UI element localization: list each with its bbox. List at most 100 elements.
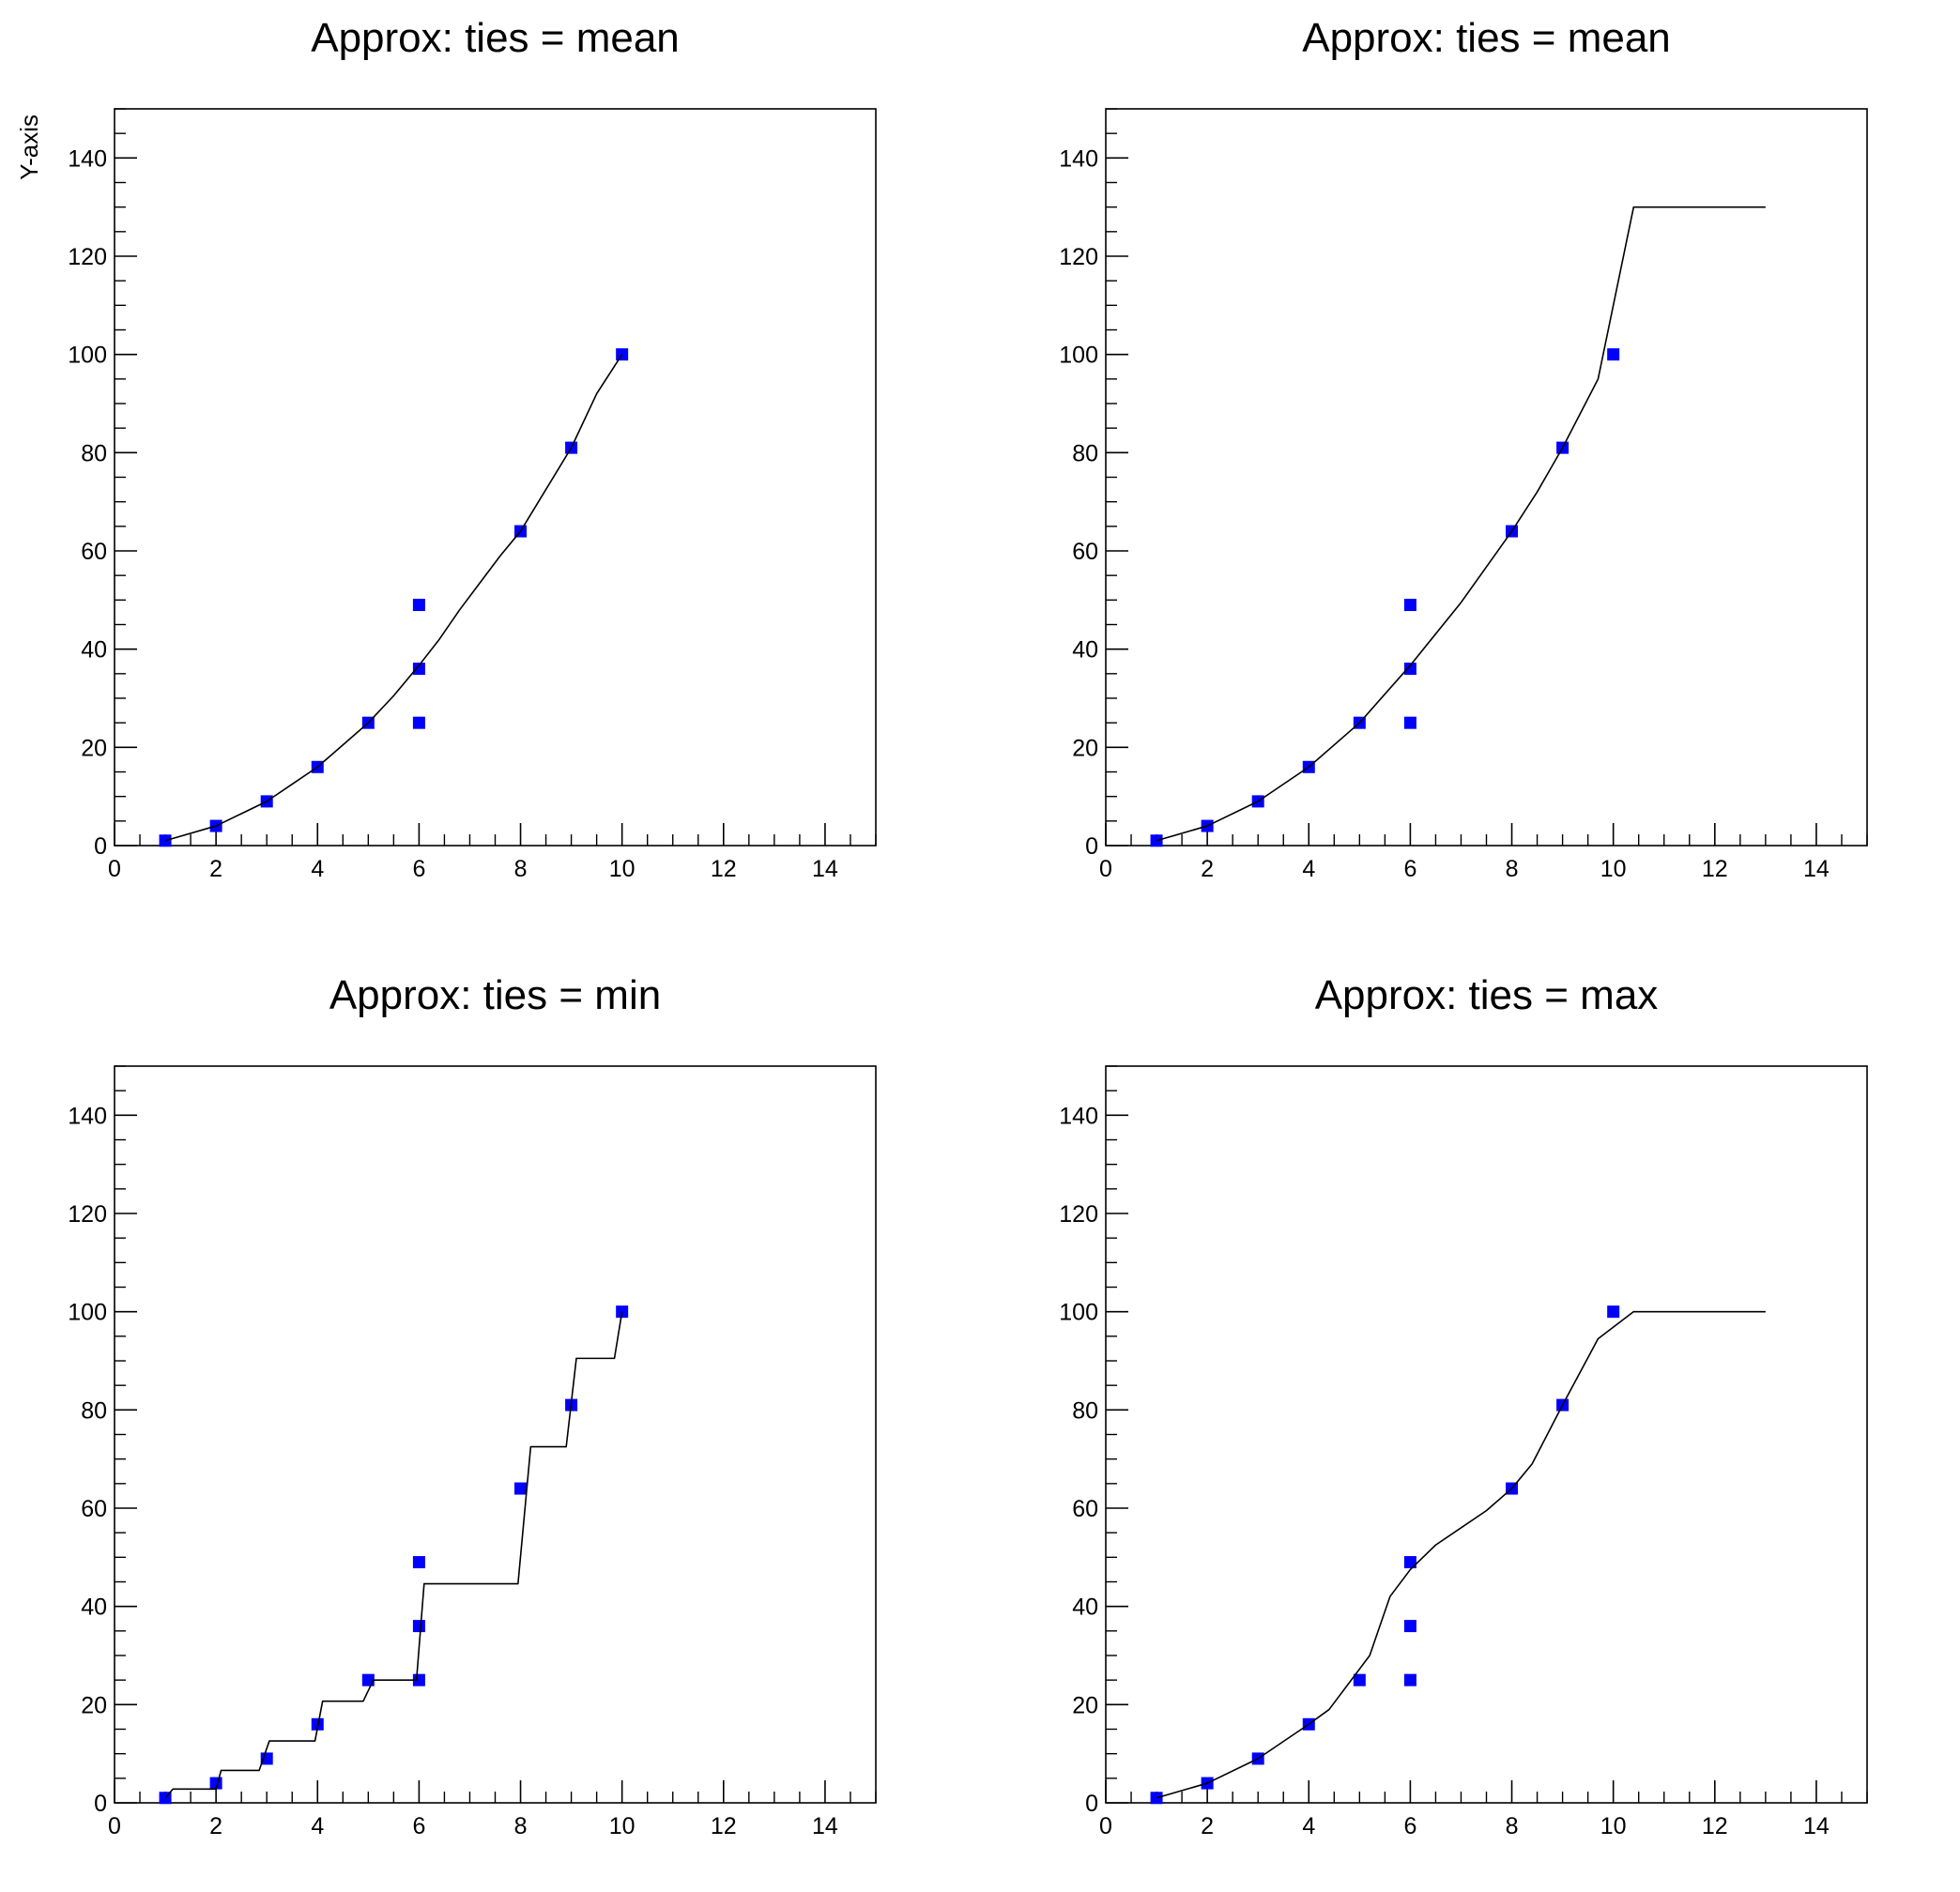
chart-4-x-tick-label: 2 [1201,1813,1214,1839]
chart-1-approx-line [164,354,623,842]
chart-1-x-tick-label: 12 [711,856,737,882]
chart-3-y-tick-label: 80 [81,1397,107,1424]
chart-1-x-tick-label: 0 [108,856,121,882]
chart-2-x-tick-label: 6 [1403,856,1416,882]
chart-1-data-point [412,716,425,729]
chart-4-data-point [1403,1556,1416,1569]
chart-3-x-tick-label: 2 [209,1813,222,1839]
chart-2-x-tick-label: 12 [1702,856,1728,882]
chart-3-data-point [412,1620,425,1633]
chart-4-x-tick-label: 4 [1302,1813,1315,1839]
chart-1-x-tick-label: 2 [209,856,222,882]
chart-2-y-tick-label: 0 [1085,833,1098,860]
chart-1-y-tick-label: 0 [94,833,107,860]
chart-3-x-tick-label: 10 [609,1813,635,1839]
chart-3-data-point [412,1556,425,1569]
chart-4-x-tick-label: 6 [1403,1813,1416,1839]
chart-2-data-point [1607,348,1620,361]
chart-1-x-tick-label: 14 [812,856,838,882]
chart-2-y-tick-label: 60 [1072,539,1098,565]
chart-2-approx-line [1156,206,1766,842]
chart-2-data-point [1403,716,1416,729]
chart-3-y-tick-label: 40 [81,1594,107,1621]
chart-2-data-point [1403,599,1416,612]
chart-4-y-tick-label: 100 [1059,1300,1098,1326]
chart-2-x-tick-label: 2 [1201,856,1214,882]
chart-1-y-tick-label: 100 [68,343,107,369]
chart-1-x-tick-label: 4 [311,856,324,882]
chart-4-y-tick-label: 0 [1085,1791,1098,1817]
chart-4-x-tick-label: 14 [1803,1813,1830,1839]
chart-1-y-tick-label: 20 [81,735,107,761]
chart-4-x-tick-label: 0 [1099,1813,1112,1839]
chart-3-y-tick-label: 60 [81,1496,107,1522]
chart-2-y-tick-label: 40 [1072,637,1098,664]
chart-2-y-tick-label: 100 [1059,343,1098,369]
chart-1-y-tick-label: 140 [68,145,107,172]
chart-3-y-tick-label: 100 [68,1300,107,1326]
chart-4-y-tick-label: 80 [1072,1397,1098,1424]
chart-4-data-point [1607,1305,1620,1319]
chart-3-x-tick-label: 12 [711,1813,737,1839]
chart-1-data-point [616,348,629,361]
chart-2-x-tick-label: 14 [1803,856,1830,882]
chart-1-y-axis-label: Y-axis [15,114,43,180]
chart-3-x-tick-label: 8 [514,1813,528,1839]
chart-2-data-point [1150,834,1163,847]
chart-4-x-tick-label: 12 [1702,1813,1728,1839]
chart-3-x-tick-label: 4 [311,1813,324,1839]
chart-2-x-tick-label: 4 [1302,856,1315,882]
chart-1-x-tick-label: 8 [514,856,528,882]
chart-2-y-tick-label: 80 [1072,440,1098,466]
chart-2-y-tick-label: 20 [1072,735,1098,761]
chart-4-data-point [1403,1620,1416,1633]
chart-4-x-tick-label: 8 [1506,1813,1519,1839]
chart-1-y-tick-label: 60 [81,539,107,565]
chart-3-y-tick-label: 120 [68,1201,107,1228]
chart-1-y-tick-label: 120 [68,244,107,270]
chart-4-y-tick-label: 20 [1072,1692,1098,1718]
chart-2-title: Approx: ties = mean [1302,15,1671,61]
chart-3-x-tick-label: 6 [412,1813,425,1839]
chart-3-y-tick-label: 0 [94,1791,107,1817]
chart-3-y-tick-label: 140 [68,1103,107,1129]
chart-1-data-point [412,599,425,612]
chart-4-data-point [1353,1673,1366,1686]
chart-2-data-point [1403,663,1416,676]
chart-4-y-tick-label: 60 [1072,1496,1098,1522]
chart-4-y-tick-label: 140 [1059,1103,1098,1129]
chart-3-x-tick-label: 14 [812,1813,838,1839]
chart-2-y-tick-label: 120 [1059,244,1098,270]
chart-2-x-tick-label: 10 [1600,856,1627,882]
chart-1-data-point [159,834,172,847]
chart-1-x-tick-label: 6 [412,856,425,882]
chart-3-data-point [514,1482,528,1495]
chart-3-y-tick-label: 20 [81,1692,107,1718]
chart-3-title: Approx: ties = min [329,972,661,1018]
chart-4-data-point [1150,1792,1163,1805]
chart-3-x-tick-label: 0 [108,1813,121,1839]
chart-3-data-point [412,1673,425,1686]
chart-1-title: Approx: ties = mean [311,15,680,61]
chart-2-x-tick-label: 0 [1099,856,1112,882]
chart-4-y-tick-label: 40 [1072,1594,1098,1621]
chart-4-x-tick-label: 10 [1600,1813,1627,1839]
chart-1-x-tick-label: 10 [609,856,635,882]
chart-1-data-point [412,663,425,676]
chart-4-data-point [1403,1673,1416,1686]
chart-3-data-point [616,1305,629,1319]
chart-4-y-tick-label: 120 [1059,1201,1098,1228]
chart-4-approx-line [1156,1310,1766,1799]
chart-3-approx-line [164,1311,623,1799]
chart-2-y-tick-label: 140 [1059,145,1098,172]
chart-4-title: Approx: ties = max [1315,972,1659,1018]
chart-1-y-tick-label: 40 [81,637,107,664]
chart-2-x-tick-label: 8 [1506,856,1519,882]
chart-1-y-tick-label: 80 [81,440,107,466]
